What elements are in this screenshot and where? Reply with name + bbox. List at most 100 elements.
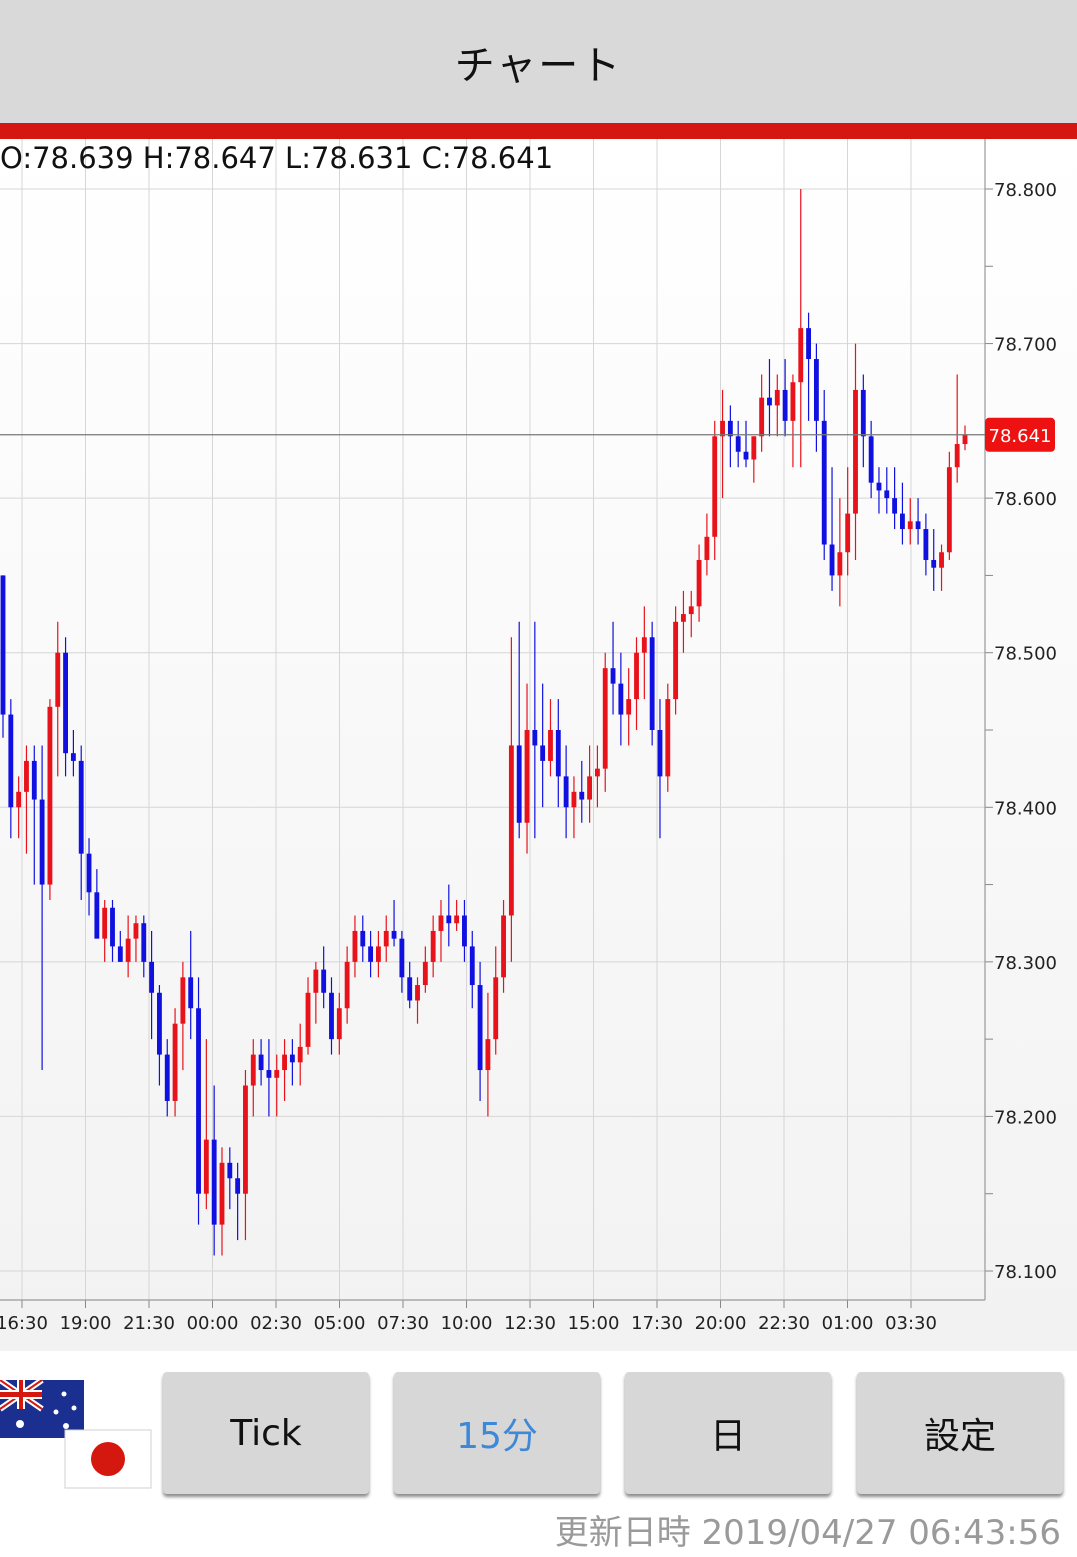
candle-body	[735, 436, 741, 452]
x-tick-label: 22:30	[758, 1313, 810, 1334]
candle-body	[196, 1008, 201, 1194]
candle-body	[375, 946, 381, 962]
candle-body	[641, 637, 647, 653]
candle-body	[516, 745, 522, 823]
candle-body	[289, 1054, 295, 1063]
15min-button[interactable]: 15分	[394, 1372, 600, 1494]
page-title: チャート	[454, 42, 623, 89]
candle-body	[250, 1054, 256, 1086]
candle-body	[430, 930, 436, 962]
candle-body	[110, 907, 115, 947]
australia-flag-icon	[0, 1377, 84, 1438]
candle-body	[180, 977, 186, 1024]
y-tick-label: 78.600	[994, 489, 1057, 510]
candle-body	[923, 529, 929, 560]
candle-body	[806, 328, 812, 360]
tick-button[interactable]: Tick	[163, 1372, 369, 1494]
candle-body	[86, 853, 92, 893]
last-updated: 更新日時 2019/04/27 06:43:56	[555, 1505, 1061, 1554]
candle-body	[133, 923, 139, 939]
x-tick-label: 10:00	[441, 1313, 493, 1334]
candle-body	[141, 923, 147, 962]
daily-button[interactable]: 日	[625, 1372, 831, 1494]
candle-body	[587, 776, 593, 800]
candle-body	[962, 434, 968, 445]
candle-body	[305, 992, 311, 1047]
candle-body	[102, 907, 108, 939]
candle-body	[352, 930, 358, 962]
candle-body	[571, 791, 577, 808]
x-tick-label: 05:00	[314, 1313, 366, 1334]
chart-area[interactable]	[0, 139, 1077, 1351]
candle-body	[900, 513, 905, 530]
title-bar: チャート	[0, 0, 1077, 123]
candle-body	[47, 706, 53, 885]
ohlc-readout: O:78.639 H:78.647 L:78.631 C:78.641	[0, 141, 554, 175]
candle-body	[915, 521, 921, 530]
y-tick-label: 78.500	[994, 644, 1057, 665]
candle-body	[438, 915, 444, 931]
candle-body	[767, 397, 772, 406]
x-tick-label: 00:00	[187, 1313, 239, 1334]
candle-body	[227, 1162, 233, 1179]
candle-body	[946, 467, 952, 553]
candle-body	[188, 977, 194, 1009]
candle-body	[329, 992, 334, 1040]
candle-body	[681, 614, 686, 622]
candle-body	[501, 915, 506, 978]
candle-body	[454, 915, 460, 924]
candle-body	[876, 482, 882, 491]
candle-body	[422, 961, 428, 986]
candle-body	[532, 730, 538, 746]
x-tick-label: 19:00	[60, 1313, 112, 1334]
candle-body	[321, 969, 327, 993]
candle-body	[727, 420, 733, 437]
candle-body	[368, 946, 374, 962]
chart-grid	[0, 139, 985, 1300]
candle-body	[712, 436, 718, 537]
candle-body	[954, 444, 960, 468]
currency-pair-flags[interactable]	[0, 1377, 155, 1490]
candle-body	[720, 420, 725, 437]
candle-body	[493, 977, 499, 1040]
candle-body	[798, 328, 804, 383]
candle-body	[813, 359, 819, 421]
candle-body	[821, 420, 827, 545]
candle-body	[446, 915, 452, 924]
candle-body	[610, 668, 616, 684]
x-tick-label: 02:30	[250, 1313, 302, 1334]
candle-body	[39, 799, 45, 885]
candle-body	[931, 559, 937, 568]
candle-body	[203, 1139, 209, 1194]
candle-body	[258, 1054, 264, 1071]
x-tick-label: 15:00	[568, 1313, 620, 1334]
candle-body	[336, 1008, 342, 1040]
candle-body	[274, 1070, 280, 1078]
candle-body	[415, 985, 420, 1001]
candle-body	[548, 730, 553, 761]
candle-body	[282, 1054, 287, 1071]
candle-body	[235, 1178, 241, 1194]
candle-body	[555, 730, 561, 777]
settings-button[interactable]: 設定	[857, 1372, 1063, 1494]
candle-body	[172, 1023, 178, 1101]
candle-body	[211, 1139, 217, 1225]
candle-body	[884, 490, 890, 499]
candle-body	[579, 791, 585, 800]
candle-body	[266, 1070, 272, 1078]
candle-body	[94, 892, 100, 939]
candle-body	[782, 389, 788, 421]
candle-body	[149, 961, 155, 993]
candle-body	[626, 699, 632, 715]
x-tick-label: 01:00	[822, 1313, 874, 1334]
candle-body	[829, 544, 835, 576]
candle-body	[892, 498, 898, 514]
candle-body	[837, 552, 843, 576]
x-tick-label: 07:30	[377, 1313, 429, 1334]
candlestick-chart[interactable]: 78.800 78.700 78.600 78.500 78.400 78.300 78.2…	[0, 139, 1077, 1351]
candle-body	[524, 730, 530, 823]
candle-body	[313, 969, 319, 993]
current-price-label: 78.641	[989, 426, 1052, 447]
accent-bar	[0, 123, 1077, 139]
candle-body	[540, 745, 546, 761]
